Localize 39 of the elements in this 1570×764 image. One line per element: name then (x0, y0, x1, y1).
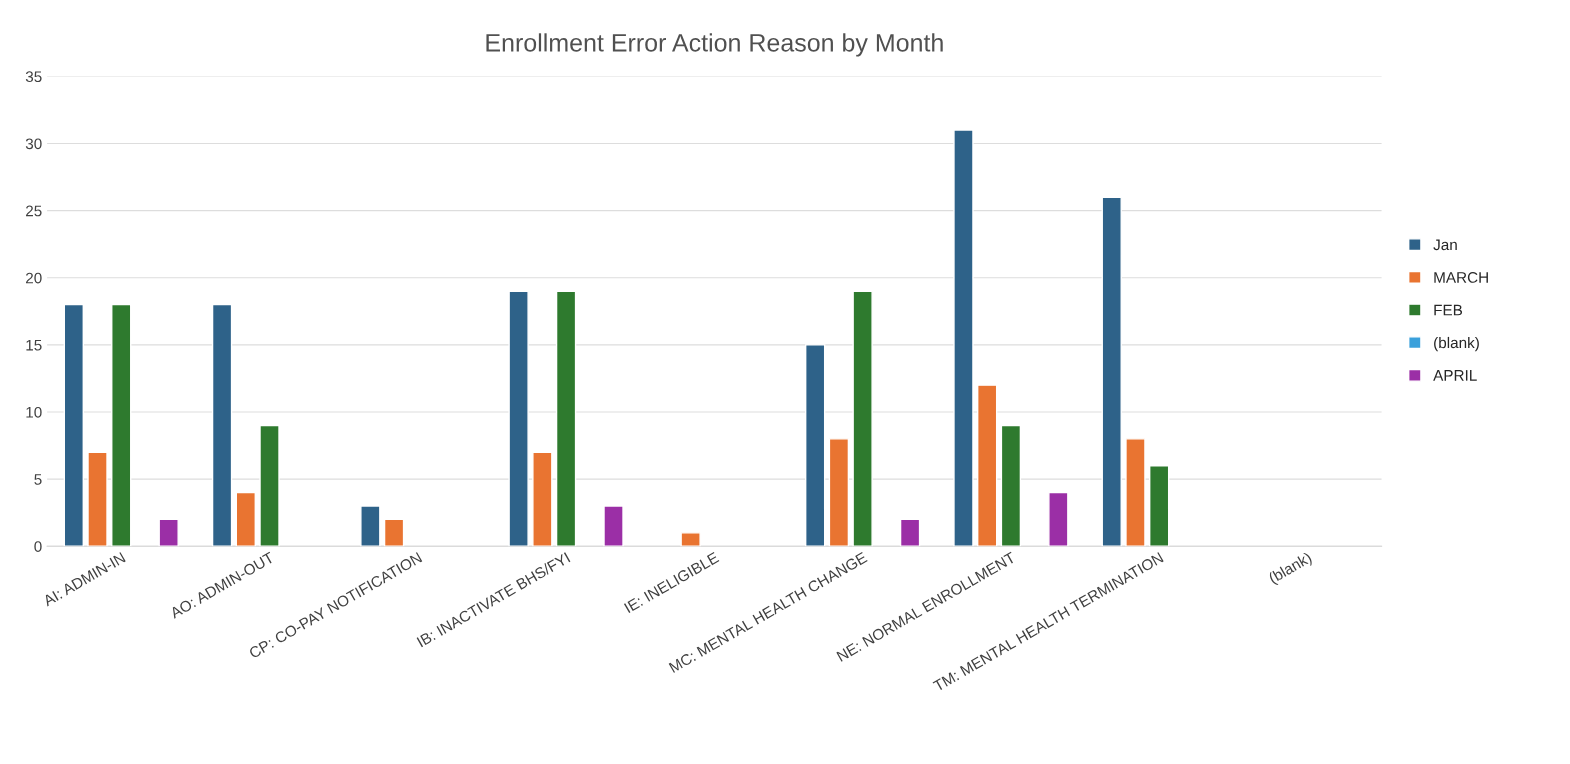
bar (211, 303, 233, 547)
legend-label: FEB (1434, 304, 1463, 316)
bar (680, 532, 701, 547)
bar (259, 424, 280, 547)
y-tick-label: 35 (25, 71, 42, 83)
y-tick-label: 25 (26, 205, 42, 217)
bar (804, 344, 826, 547)
bar (158, 518, 179, 547)
bar (508, 290, 529, 547)
bar (953, 129, 974, 547)
bar (1048, 491, 1069, 547)
bar (87, 451, 108, 547)
chart-title: Enrollment Error Action Reason by Month (486, 33, 943, 57)
bar (603, 505, 624, 547)
bar (555, 290, 577, 547)
legend-label: (blank) (1434, 336, 1479, 352)
y-tick-label: 20 (26, 272, 42, 284)
bar (1148, 465, 1170, 547)
bar (383, 518, 405, 547)
bar (235, 491, 256, 547)
legend-label: APRIL (1433, 370, 1477, 381)
bar (360, 505, 381, 547)
y-tick-label: 5 (34, 474, 42, 485)
y-tick-label: 10 (26, 406, 42, 418)
bar (532, 451, 553, 547)
bar (1125, 438, 1146, 547)
legend-label: MARCH (1434, 272, 1488, 283)
bar (899, 518, 921, 547)
bar (1101, 196, 1122, 547)
bar (852, 290, 873, 547)
bar (828, 438, 850, 547)
bar (63, 303, 84, 547)
bar (1000, 424, 1022, 547)
bar (976, 384, 998, 547)
y-tick-label: 30 (25, 138, 42, 150)
y-tick-label: 15 (26, 339, 42, 351)
y-tick-label: 0 (34, 541, 42, 552)
bar (111, 303, 132, 547)
legend-label: Jan (1433, 239, 1457, 251)
